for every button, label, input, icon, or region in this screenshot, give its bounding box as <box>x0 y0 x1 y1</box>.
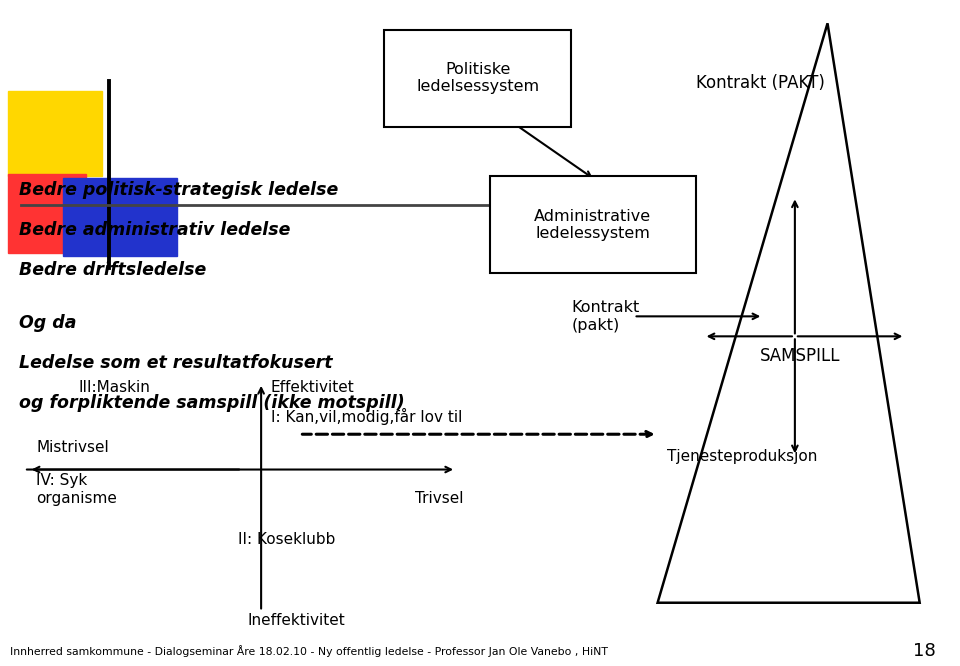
Text: Bedre driftsledelse: Bedre driftsledelse <box>19 260 206 279</box>
Text: II: Koseklubb: II: Koseklubb <box>238 532 335 547</box>
Text: Innherred samkommune - Dialogseminar Åre 18.02.10 - Ny offentlig ledelse - Profe: Innherred samkommune - Dialogseminar Åre… <box>10 645 608 657</box>
Bar <box>8 91 102 176</box>
Text: SAMSPILL: SAMSPILL <box>760 347 841 366</box>
Text: Bedre administrativ ledelse: Bedre administrativ ledelse <box>19 220 291 239</box>
Text: Ineffektivitet: Ineffektivitet <box>248 613 346 628</box>
Text: I: Kan,vil,modig,får lov til: I: Kan,vil,modig,får lov til <box>271 408 462 425</box>
Text: og forpliktende samspill (ikke motspill): og forpliktende samspill (ikke motspill) <box>19 394 405 412</box>
Text: Ledelse som et resultatfokusert: Ledelse som et resultatfokusert <box>19 354 333 372</box>
Bar <box>8 174 86 253</box>
Text: III:Maskin: III:Maskin <box>79 380 151 395</box>
FancyBboxPatch shape <box>384 30 571 127</box>
Text: Og da: Og da <box>19 314 77 332</box>
Text: Kontrakt (PAKT): Kontrakt (PAKT) <box>696 74 825 93</box>
Text: Effektivitet: Effektivitet <box>271 380 354 395</box>
Text: Kontrakt
(pakt): Kontrakt (pakt) <box>571 300 639 332</box>
FancyBboxPatch shape <box>490 176 696 273</box>
Text: Trivsel: Trivsel <box>415 491 464 505</box>
Bar <box>63 178 177 256</box>
Text: Tjenesteproduksjon: Tjenesteproduksjon <box>667 449 818 464</box>
Text: Politiske
ledelsessystem: Politiske ledelsessystem <box>416 62 540 95</box>
Text: Bedre politisk-strategisk ledelse: Bedre politisk-strategisk ledelse <box>19 180 339 199</box>
Text: IV: Syk
organisme: IV: Syk organisme <box>36 474 117 505</box>
Text: 18: 18 <box>913 642 936 661</box>
Text: Mistrivsel: Mistrivsel <box>36 440 109 455</box>
Text: Administrative
ledelessystem: Administrative ledelessystem <box>534 208 652 241</box>
